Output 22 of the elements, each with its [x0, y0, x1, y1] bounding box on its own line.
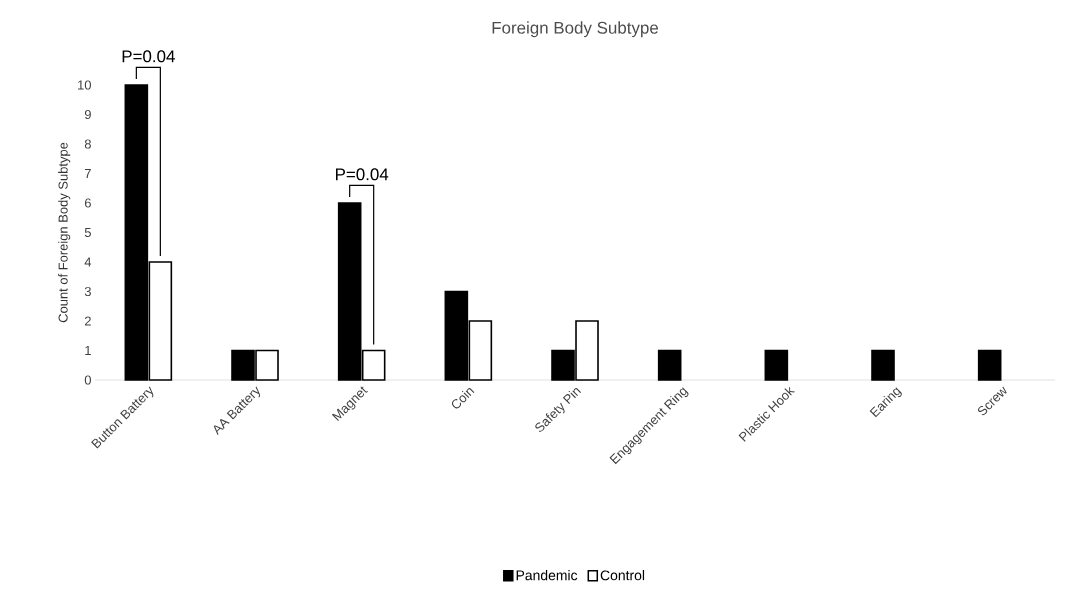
- bar: [871, 349, 895, 381]
- bar: [657, 349, 682, 381]
- y-tick-label: 5: [84, 227, 91, 237]
- y-tick-label: 9: [84, 109, 91, 120]
- bar: [977, 349, 1002, 381]
- bar: [764, 349, 789, 381]
- y-tick-label: 0: [84, 375, 91, 385]
- annotation: P=0.04: [335, 168, 389, 181]
- y-tick-label: 3: [84, 286, 91, 297]
- legend-label: Control: [600, 570, 645, 581]
- y-axis-title: Count of Foreign Body Subtype: [58, 142, 71, 323]
- y-tick-label: 8: [84, 139, 91, 149]
- x-tick-label: Coin: [451, 388, 475, 409]
- y-tick-label: 7: [84, 169, 91, 178]
- y-tick-label: 4: [84, 257, 92, 267]
- y-tick-label: 6: [84, 198, 91, 208]
- y-tick-label: 10: [78, 80, 91, 90]
- legend-label: Pandemic: [516, 570, 578, 581]
- y-tick-label: 1: [85, 346, 91, 355]
- chart-title: Foreign Body Subtype: [492, 21, 659, 38]
- y-tick-label: 2: [84, 316, 91, 326]
- annotation: P=0.04: [122, 50, 175, 63]
